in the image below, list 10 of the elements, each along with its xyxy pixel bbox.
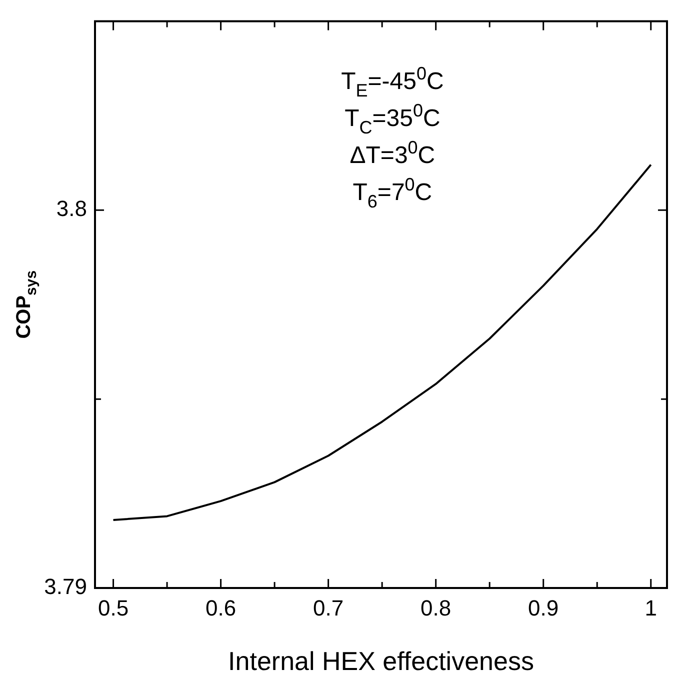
y-tick-label: 3.79	[44, 574, 87, 600]
y-tick-label: 3.8	[56, 196, 87, 222]
x-tick-label: 0.5	[98, 595, 129, 620]
x-tick-label: 1	[644, 595, 657, 620]
x-tick-label: 0.6	[206, 595, 236, 620]
y-axis-title: COPsys	[13, 270, 40, 339]
x-tick-label: 0.7	[313, 595, 344, 620]
x-tick-label: 0.9	[528, 595, 559, 620]
x-tick-label: 0.8	[420, 595, 452, 620]
x-axis-title: Internal HEX effectiveness	[228, 646, 534, 676]
